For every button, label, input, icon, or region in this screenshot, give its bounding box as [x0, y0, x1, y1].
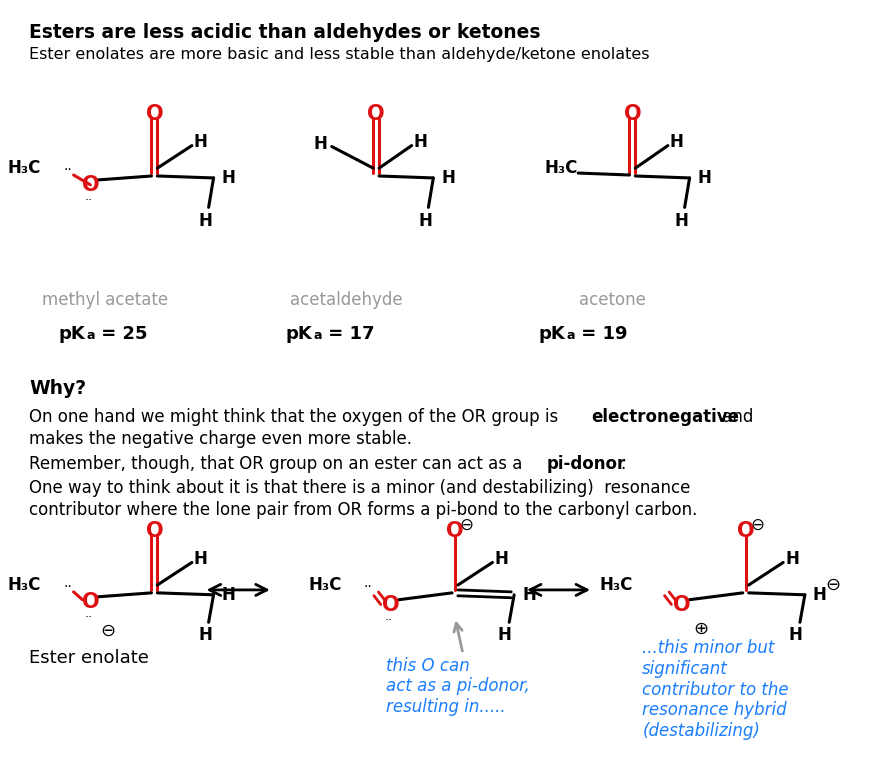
Text: ⊖: ⊖	[460, 516, 474, 535]
Text: H₃C: H₃C	[8, 159, 41, 177]
Text: H: H	[494, 549, 508, 568]
Text: O: O	[81, 591, 99, 612]
Text: Why?: Why?	[29, 379, 87, 398]
Text: H: H	[785, 549, 799, 568]
Text: a: a	[566, 329, 574, 342]
Text: H: H	[414, 133, 427, 151]
Text: contributor where the lone pair from OR forms a pi-bond to the carbonyl carbon.: contributor where the lone pair from OR …	[29, 501, 698, 519]
Text: H: H	[221, 586, 235, 604]
Text: O: O	[382, 594, 400, 614]
Text: pK: pK	[539, 325, 566, 343]
Text: H₃C: H₃C	[545, 159, 578, 177]
Text: ⊖: ⊖	[101, 622, 116, 640]
Text: H: H	[199, 212, 212, 231]
Text: H₃C: H₃C	[8, 576, 41, 594]
Text: H₃C: H₃C	[599, 576, 632, 594]
Text: O: O	[145, 521, 163, 542]
Text: ...this minor but
significant
contributor to the
resonance hybrid
(destabilizing: ...this minor but significant contributo…	[642, 639, 789, 740]
Text: O: O	[737, 521, 755, 542]
Text: O: O	[145, 104, 163, 124]
Text: = 25: = 25	[95, 325, 148, 343]
Text: pK: pK	[59, 325, 86, 343]
Text: ··: ··	[85, 611, 93, 624]
Text: H: H	[498, 626, 511, 644]
Text: Ester enolate: Ester enolate	[29, 649, 149, 666]
Text: and: and	[717, 408, 754, 427]
Text: acetone: acetone	[579, 291, 646, 309]
Text: O: O	[673, 594, 690, 614]
Text: H: H	[418, 212, 433, 231]
Text: ··: ··	[385, 614, 393, 627]
Text: O: O	[81, 175, 99, 195]
Text: Remember, though, that OR group on an ester can act as a: Remember, though, that OR group on an es…	[29, 454, 528, 473]
Text: ⊖: ⊖	[751, 516, 764, 535]
Text: H: H	[313, 135, 326, 152]
Text: ⊕: ⊕	[694, 620, 709, 638]
Text: H: H	[199, 626, 212, 644]
Text: .: .	[621, 454, 626, 473]
Text: H: H	[442, 169, 455, 187]
Text: makes the negative charge even more stable.: makes the negative charge even more stab…	[29, 430, 412, 448]
Text: H: H	[221, 169, 235, 187]
Text: Ester enolates are more basic and less stable than aldehyde/ketone enolates: Ester enolates are more basic and less s…	[29, 47, 649, 63]
Text: H: H	[670, 133, 684, 151]
Text: a: a	[313, 329, 322, 342]
Text: ··: ··	[63, 580, 72, 594]
Text: O: O	[624, 104, 641, 124]
Text: this O can
act as a pi-donor,
resulting in.....: this O can act as a pi-donor, resulting …	[386, 656, 530, 716]
Text: ··: ··	[364, 580, 373, 594]
Text: H₃C: H₃C	[309, 576, 342, 594]
Text: ⊖: ⊖	[825, 576, 840, 594]
Text: ··: ··	[85, 194, 93, 207]
Text: O: O	[446, 521, 464, 542]
Text: ··: ··	[63, 163, 72, 177]
Text: a: a	[87, 329, 95, 342]
Text: pi-donor: pi-donor	[547, 454, 626, 473]
Text: H: H	[813, 586, 827, 604]
Text: H: H	[698, 169, 711, 187]
Text: H: H	[674, 212, 689, 231]
Text: One way to think about it is that there is a minor (and destabilizing)  resonanc: One way to think about it is that there …	[29, 479, 690, 497]
Text: Esters are less acidic than aldehydes or ketones: Esters are less acidic than aldehydes or…	[29, 23, 541, 42]
Text: = 17: = 17	[322, 325, 375, 343]
Text: acetaldehyde: acetaldehyde	[290, 291, 403, 309]
Text: H: H	[522, 586, 536, 604]
Text: H: H	[194, 549, 208, 568]
Text: H: H	[194, 133, 208, 151]
Text: methyl acetate: methyl acetate	[42, 291, 169, 309]
Text: electronegative: electronegative	[591, 408, 739, 427]
Text: On one hand we might think that the oxygen of the OR group is: On one hand we might think that the oxyg…	[29, 408, 564, 427]
Text: = 19: = 19	[575, 325, 628, 343]
Text: pK: pK	[285, 325, 312, 343]
Text: O: O	[368, 104, 385, 124]
Text: H: H	[788, 626, 802, 644]
